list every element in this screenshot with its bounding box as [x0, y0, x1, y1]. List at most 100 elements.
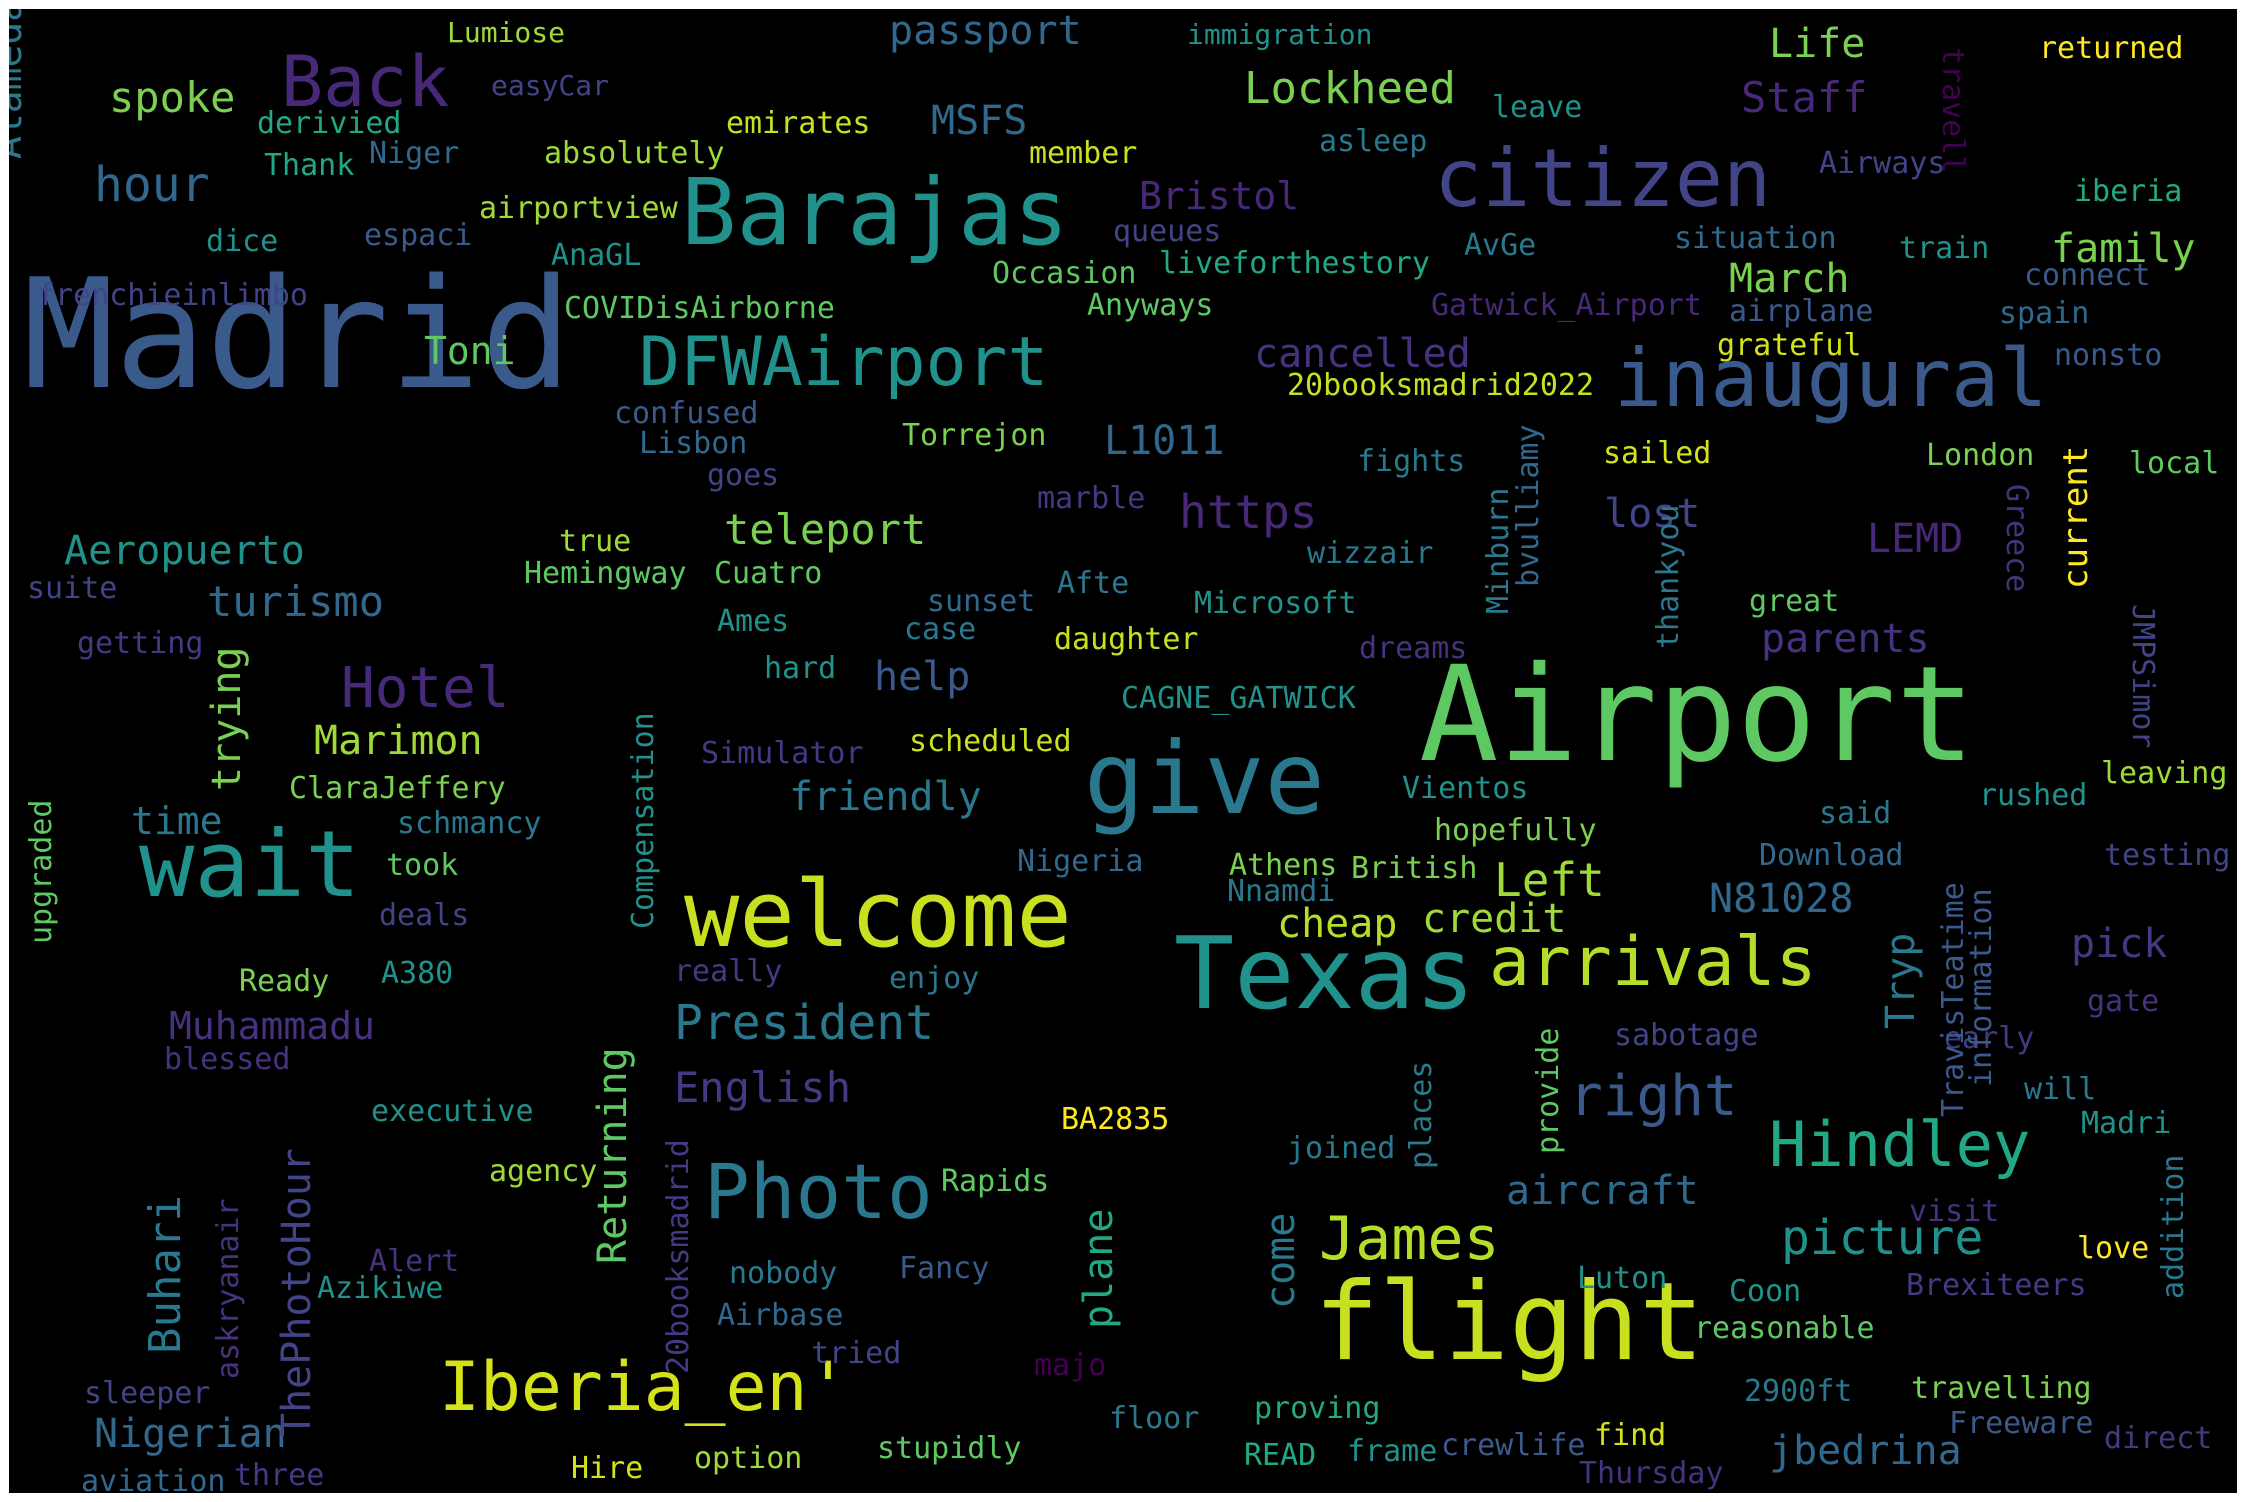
- word-president: President: [674, 995, 935, 1051]
- word-lost: lost: [1604, 491, 1701, 537]
- word-texas: Texas: [1174, 915, 1476, 1032]
- word-cheap: cheap: [1277, 901, 1398, 947]
- word-crewlife: crewlife: [1441, 1428, 1586, 1463]
- word-james: James: [1319, 1204, 1500, 1274]
- word-spain: spain: [1999, 296, 2090, 331]
- word-reasonable: reasonable: [1694, 1311, 1875, 1346]
- word-avge: AvGe: [1464, 228, 1537, 263]
- word-will: will: [2024, 1072, 2097, 1107]
- word-athens: Athens: [1229, 848, 1338, 883]
- word-left: Left: [1494, 853, 1605, 907]
- word-places: places: [1404, 1060, 1439, 1169]
- word-lumiose: Lumiose: [447, 16, 566, 49]
- word-n81028: N81028: [1709, 876, 1854, 922]
- word-proving: proving: [1254, 1391, 1381, 1426]
- word-getting: getting: [77, 626, 204, 661]
- word-ready: Ready: [239, 964, 330, 999]
- word-aviation: aviation: [81, 1464, 226, 1494]
- word-nigerian: Buhari: [140, 1195, 191, 1354]
- word-true: true: [559, 524, 632, 559]
- word-life: Life: [1769, 21, 1866, 67]
- word-marble: marble: [1037, 481, 1146, 516]
- word-microsoft: Microsoft: [1194, 586, 1357, 621]
- word-give: give: [1084, 720, 1325, 837]
- word-arrivals: arrivals: [1489, 923, 1817, 1002]
- word-muhammadu: Muhammadu: [169, 1004, 375, 1048]
- word-niger: Niger: [369, 136, 460, 171]
- word-three: three: [234, 1458, 325, 1493]
- word-hard: hard: [764, 651, 837, 686]
- word-help: help: [874, 654, 971, 700]
- word-executive: executive: [371, 1094, 534, 1129]
- word-teleport: teleport: [724, 505, 927, 554]
- word-current: current: [2056, 445, 2096, 589]
- word-2900ft: 2900ft: [1744, 1374, 1853, 1409]
- word-greece: Greece: [1999, 484, 2034, 593]
- word-enjoy: enjoy: [889, 961, 980, 996]
- word-citizen: citizen: [1434, 132, 1772, 225]
- word-gate: gate: [2087, 984, 2160, 1019]
- word-love: love: [2077, 1231, 2150, 1266]
- word-fights: fights: [1357, 444, 1466, 479]
- word-goes: goes: [707, 458, 780, 493]
- word-hemingway: Hemingway: [524, 556, 687, 591]
- word-said: said: [1819, 796, 1892, 831]
- word-msfs: MSFS: [931, 98, 1028, 144]
- word-majo: majo: [1034, 1348, 1107, 1383]
- word-bvulliamy: bvulliamy: [1511, 424, 1546, 587]
- word-thephotohour: ThePhotoHour: [274, 1148, 320, 1437]
- word-hindley: Hindley: [1769, 1108, 2031, 1181]
- word-addition: addition: [2156, 1154, 2191, 1300]
- word-iberia-en: Iberia_en': [439, 1348, 849, 1427]
- word-hopefully: hopefully: [1434, 813, 1597, 848]
- word-aircraft: aircraft: [1506, 1168, 1699, 1214]
- word-really: really: [674, 954, 783, 989]
- word-english: English: [674, 1063, 852, 1112]
- word-right: right: [1569, 1064, 1738, 1129]
- word-cagne-gatwick: CAGNE_GATWICK: [1121, 681, 1356, 716]
- word-tryp: Tryp: [1878, 932, 1924, 1029]
- word-compensation: Compensation: [626, 712, 661, 929]
- word-took: took: [386, 848, 459, 883]
- word-dreams: dreams: [1359, 631, 1468, 666]
- word-nigeria: Nigeria: [1017, 844, 1144, 879]
- word-https: https: [1179, 485, 1318, 539]
- word-family: family: [2051, 226, 2196, 272]
- word-grateful: grateful: [1717, 328, 1862, 363]
- word-jmpsimor: JMPSimor: [2125, 604, 2160, 749]
- word-easycar: easyCar: [491, 69, 610, 102]
- word-20booksmadrid2022: 20booksmadrid2022: [1287, 368, 1595, 403]
- word-testing: testing: [2104, 838, 2231, 873]
- word-madrid: Madrid: [23, 246, 573, 423]
- word-a380: A380: [381, 956, 454, 991]
- word-visit: visit: [1909, 1194, 2000, 1229]
- word-leaving: leaving: [2101, 756, 2228, 791]
- word-option: option: [694, 1441, 803, 1476]
- word-simulator: Simulator: [701, 736, 864, 771]
- word-jbedrina: jbedrina: [1769, 1428, 1962, 1474]
- word-minburn: Minburn: [1481, 487, 1516, 614]
- word-immigration: immigration: [1187, 18, 1373, 51]
- word-nnamdi: Nnamdi: [1227, 874, 1336, 909]
- word-stupidly: stupidly: [877, 1431, 1022, 1466]
- word-derivied: derivied: [257, 106, 402, 141]
- word-leave: leave: [1492, 90, 1583, 125]
- word-iberia: iberia: [2074, 174, 2183, 209]
- word-vientos: Vientos: [1402, 771, 1529, 806]
- word-coon: Coon: [1729, 1274, 1802, 1309]
- word-travelling: travelling: [1911, 1371, 2092, 1406]
- word-inaugural: inaugural: [1614, 332, 2048, 425]
- word-parents: parents: [1761, 616, 1930, 662]
- word-marimon: Marimon: [314, 718, 483, 764]
- word-passport: passport: [889, 9, 1082, 54]
- word-blessed: blessed: [164, 1042, 291, 1077]
- word-schmancy: schmancy: [397, 806, 542, 841]
- word-sunset: sunset: [927, 584, 1036, 619]
- word-friendly: friendly: [789, 774, 982, 820]
- word-absolutely: absolutely: [544, 136, 725, 171]
- word-aeropuerto: Aeropuerto: [64, 528, 305, 574]
- word-wait: wait: [139, 811, 361, 918]
- word-tried: tried: [811, 1336, 902, 1371]
- word-come: come: [1258, 1212, 1304, 1309]
- word-welcome: welcome: [684, 861, 1072, 968]
